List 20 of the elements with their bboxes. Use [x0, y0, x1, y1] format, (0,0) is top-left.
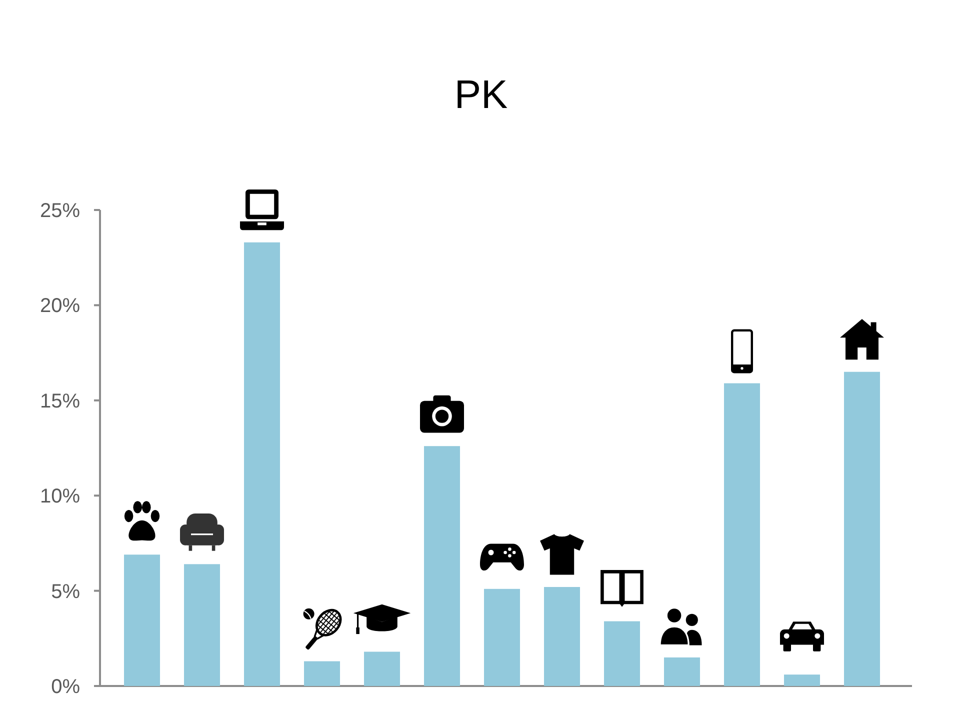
bar [604, 621, 640, 686]
chart-title: PK [454, 73, 508, 117]
bar [664, 657, 700, 686]
bar [124, 554, 160, 686]
bar [244, 242, 280, 686]
bar [184, 564, 220, 686]
y-tick-label: 25% [40, 200, 80, 222]
y-tick-label: 10% [40, 486, 80, 508]
bar [304, 661, 340, 686]
bar [484, 588, 520, 686]
bar [724, 383, 760, 686]
y-tick-label: 0% [51, 676, 80, 698]
bar [784, 674, 820, 686]
y-tick-label: 5% [51, 580, 80, 603]
bar [844, 372, 880, 686]
y-tick-label: 20% [40, 295, 80, 318]
bar [424, 446, 460, 686]
bar [544, 586, 580, 686]
bar [364, 652, 400, 686]
y-tick-label: 15% [40, 390, 80, 412]
